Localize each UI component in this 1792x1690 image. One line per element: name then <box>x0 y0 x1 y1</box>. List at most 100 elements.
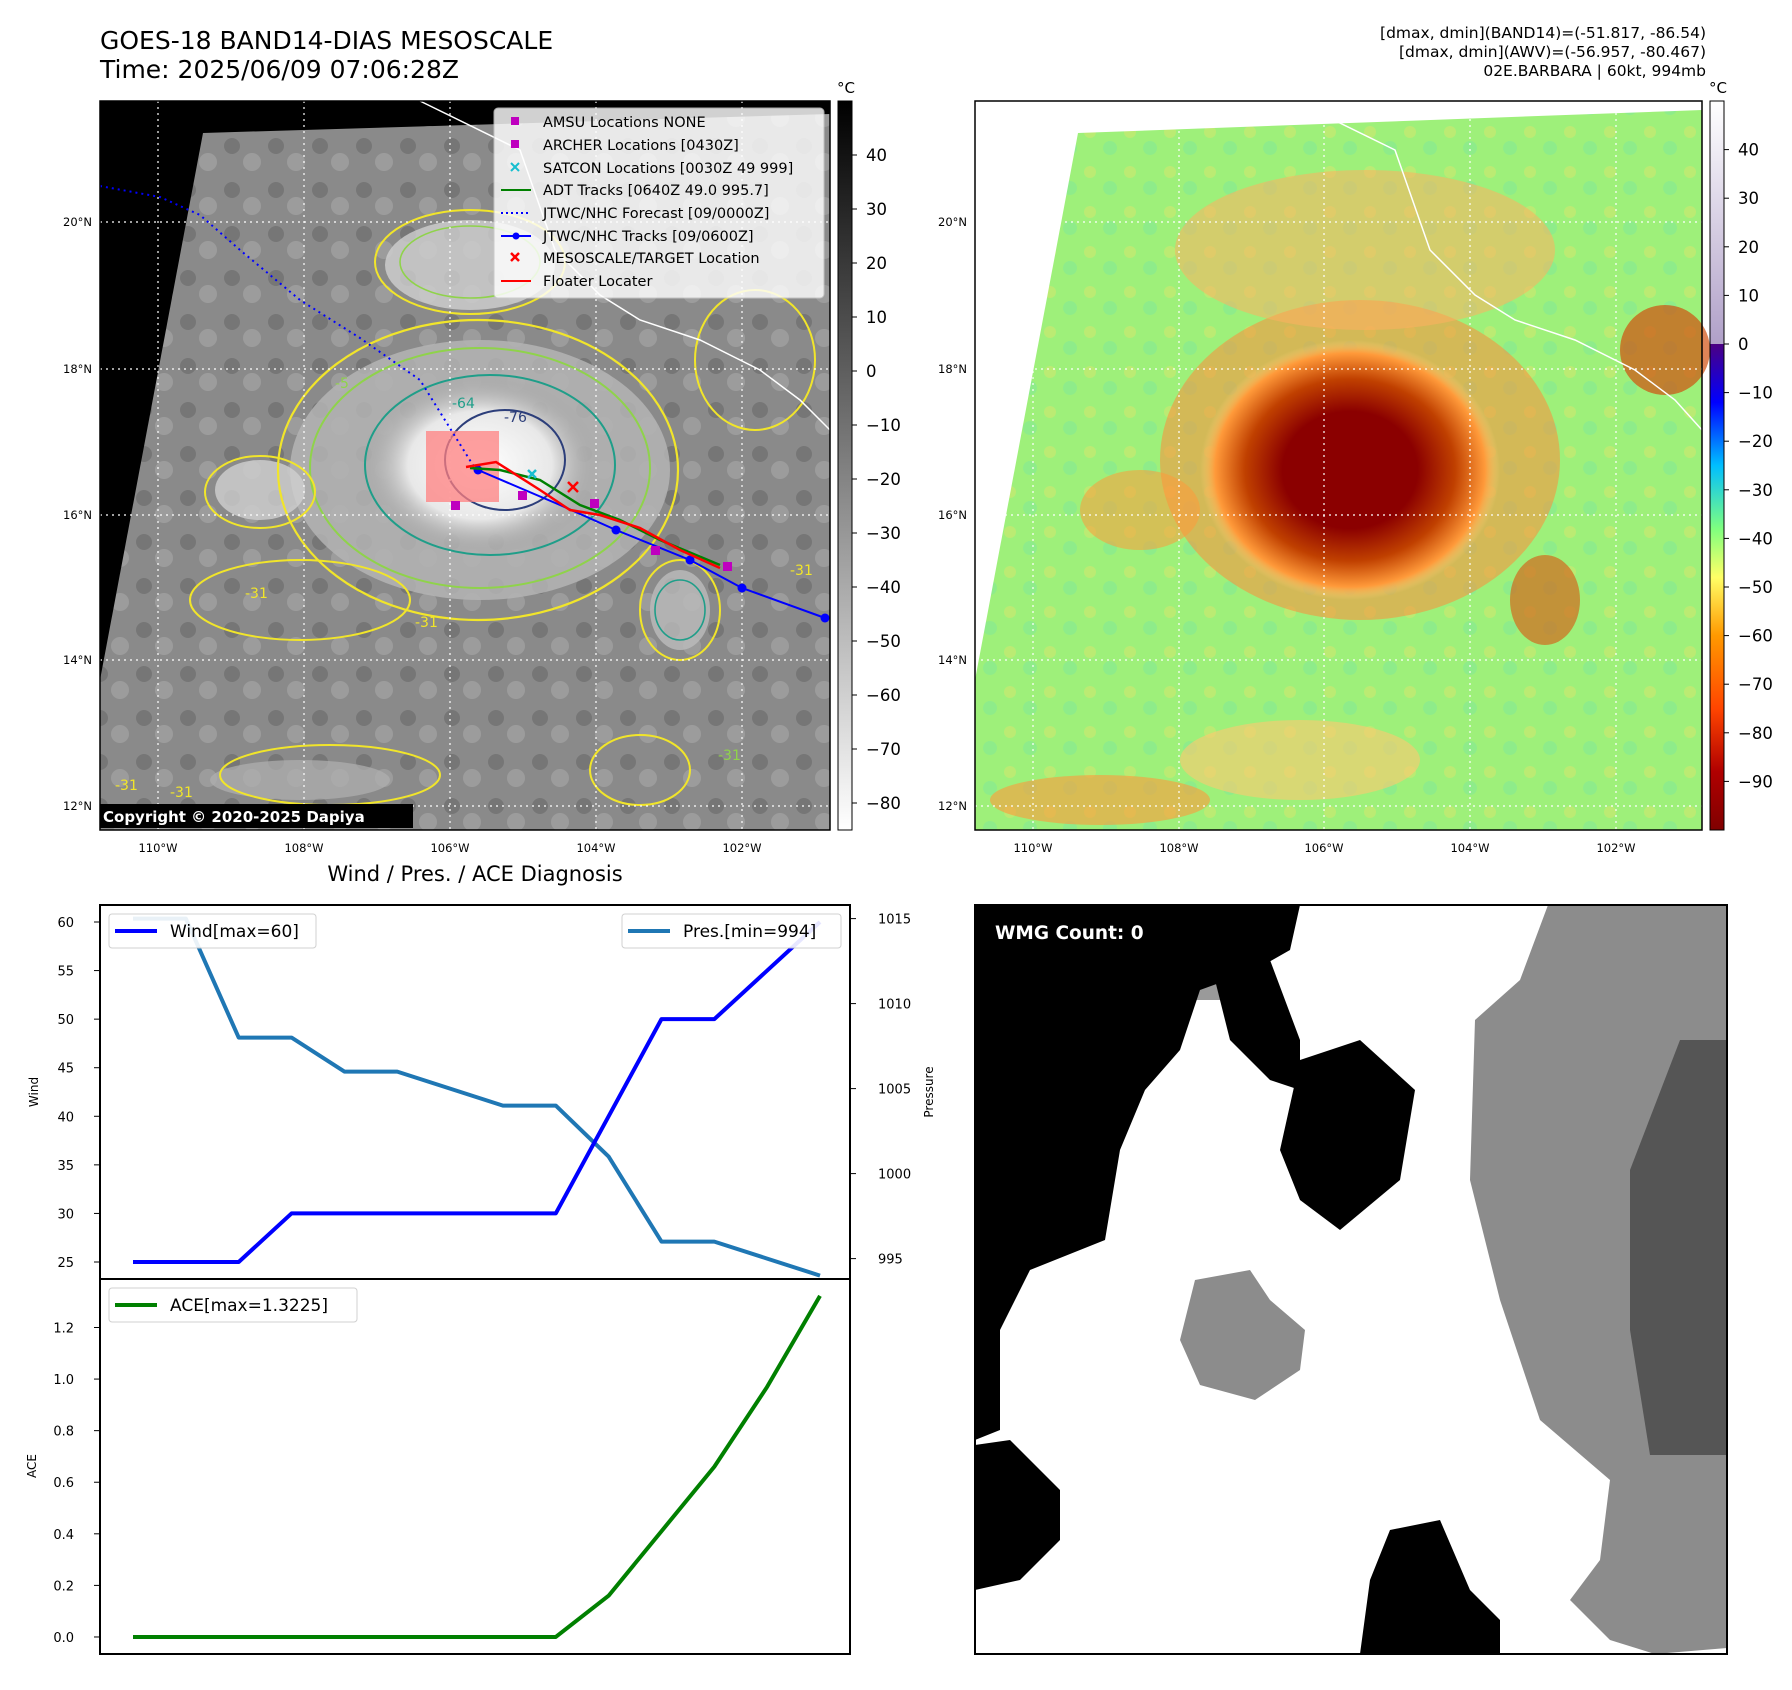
svg-text:106°W: 106°W <box>1304 841 1343 855</box>
ace-series-line <box>133 1294 822 1639</box>
title-line-2: Time: 2025/06/09 07:06:28Z <box>100 55 459 84</box>
ace-axes <box>99 1278 851 1655</box>
ir-colorbar <box>837 100 853 831</box>
wv-colorbar-upper <box>1710 101 1724 344</box>
colorbar-tick-label: −80 <box>1738 724 1773 743</box>
jtwc-track-points <box>473 465 830 623</box>
contour-31 <box>276 318 680 622</box>
axis-tick-label: 25 <box>57 1256 74 1271</box>
legend-item-forecast: JTWC/NHC Forecast [09/0000Z] <box>542 206 769 222</box>
axis-tick-label: 0.0 <box>53 1631 74 1646</box>
satcon-marker <box>527 469 537 479</box>
contour-5 <box>309 347 651 589</box>
pressure-yaxis: 995 1000 1005 1010 1015 <box>850 913 911 1268</box>
wind-series-line <box>133 920 822 1264</box>
colorbar-tick-label: −40 <box>866 578 901 597</box>
svg-text:16°N: 16°N <box>938 508 967 522</box>
legend-item-amsu: AMSU Locations NONE <box>543 115 706 131</box>
colorbar-tick-label: −60 <box>866 686 901 705</box>
ace-legend: ACE[max=1.3225] <box>108 1287 358 1323</box>
ace-yaxis: 0.0 0.2 0.4 0.6 0.8 1.0 1.2 <box>53 1321 100 1646</box>
legend-item-archer: ARCHER Locations [0430Z] <box>543 138 739 154</box>
legend-item-tracks: JTWC/NHC Tracks [09/0600Z] <box>542 229 754 245</box>
svg-text:14°N: 14°N <box>63 653 92 667</box>
colorbar-tick-label: −90 <box>1738 772 1773 791</box>
wmg-black-region-center <box>1280 1040 1415 1230</box>
wv-colorbar <box>1709 100 1725 831</box>
axis-tick-label: 0.8 <box>53 1425 74 1440</box>
svg-text:12°N: 12°N <box>938 799 967 813</box>
floater-track <box>465 460 721 570</box>
figure-title: GOES-18 BAND14-DIAS MESOSCALE Time: 2025… <box>100 26 553 84</box>
ir-map-panel: -76 -64 -31 -31 -31 -31 -31 -31 -5 <box>63 79 901 855</box>
svg-text:102°W: 102°W <box>722 841 761 855</box>
wv-colorbar-ticks: 40 30 20 10 0 −10 −20 −30 −40 −50 −60 −70 −80 −90 <box>1724 141 1773 791</box>
svg-text:108°W: 108°W <box>1159 841 1198 855</box>
wv-storm-core <box>1200 340 1500 600</box>
colorbar-tick-label: −20 <box>866 470 901 489</box>
colorbar-tick-label: 0 <box>866 362 877 381</box>
wmg-panel: WMG Count: 0 <box>974 904 1728 1655</box>
colorbar-tick-label: 20 <box>866 254 887 273</box>
wv-colorbar-lower <box>1710 344 1724 830</box>
axis-tick-label: 1000 <box>878 1168 911 1183</box>
wmg-black-region-bottom <box>1360 1520 1500 1654</box>
wmg-frame <box>974 904 1728 1655</box>
wmg-dark-region <box>1630 1040 1727 1455</box>
info-line-3: 02E.BARBARA | 60kt, 994mb <box>1483 62 1706 80</box>
pressure-legend-label: Pres.[min=994] <box>683 922 816 942</box>
contour-64 <box>364 374 616 556</box>
wv-map-frame <box>974 100 1703 831</box>
contour-label: -76 <box>504 410 527 426</box>
axis-tick-label: 1.2 <box>53 1321 74 1336</box>
wmg-count-label: WMG Count: 0 <box>995 923 1144 944</box>
colorbar-tick-label: −30 <box>1738 481 1773 500</box>
svg-text:106°W: 106°W <box>430 841 469 855</box>
wind-legend-label: Wind[max=60] <box>170 922 299 942</box>
wv-gridlines <box>975 101 1702 830</box>
axis-tick-label: 1005 <box>878 1083 911 1098</box>
mesoscale-target-marker <box>567 481 579 493</box>
wind-pressure-axes <box>99 904 851 1280</box>
colorbar-tick-label: 40 <box>1738 141 1759 160</box>
colorbar-tick-label: 10 <box>866 308 887 327</box>
axis-tick-label: 35 <box>57 1159 74 1174</box>
wv-map-panel: 20°N 18°N 16°N 14°N 12°N 110°W 108°W 106… <box>938 79 1773 855</box>
ir-map-frame <box>99 100 831 831</box>
svg-text:104°W: 104°W <box>576 841 615 855</box>
contour-label: -31 <box>245 586 268 602</box>
pressure-legend: Pres.[min=994] <box>621 913 842 949</box>
colorbar-tick-label: −60 <box>1738 627 1773 646</box>
wv-colorbar-unit: °C <box>1709 79 1727 97</box>
wv-lon-labels: 110°W 108°W 106°W 104°W 102°W <box>1013 841 1635 855</box>
contour-label: -31 <box>170 785 193 801</box>
colorbar-tick-label: −70 <box>866 740 901 759</box>
axis-tick-label: 1010 <box>878 998 911 1013</box>
copyright-box <box>100 804 413 828</box>
wmg-gray-blob <box>1180 1270 1305 1400</box>
colorbar-tick-label: 40 <box>866 146 887 165</box>
svg-text:20°N: 20°N <box>63 215 92 229</box>
wmg-count-box <box>987 916 1168 950</box>
copyright-text: Copyright © 2020-2025 Dapiya <box>103 808 365 826</box>
legend-item-target: MESOSCALE/TARGET Location <box>543 251 760 267</box>
jtwc-best-track <box>477 469 826 619</box>
axis-tick-label: 30 <box>57 1207 74 1222</box>
diagnosis-title: Wind / Pres. / ACE Diagnosis <box>327 862 623 886</box>
info-line-1: [dmax, dmin](BAND14)=(-51.817, -86.54) <box>1380 24 1706 42</box>
colorbar-tick-label: −80 <box>866 794 901 813</box>
wind-axis-label: Wind <box>27 1077 41 1107</box>
colorbar-tick-label: 10 <box>1738 286 1759 305</box>
title-line-1: GOES-18 BAND14-DIAS MESOSCALE <box>100 26 554 55</box>
colorbar-tick-label: 30 <box>866 200 887 219</box>
axis-tick-label: 0.2 <box>53 1579 74 1594</box>
wv-lat-labels: 20°N 18°N 16°N 14°N 12°N <box>938 215 967 813</box>
floater-box <box>426 431 499 502</box>
axis-tick-label: 995 <box>878 1253 903 1268</box>
svg-text:16°N: 16°N <box>63 508 92 522</box>
ir-lon-labels: 110°W 108°W 106°W 104°W 102°W <box>138 841 761 855</box>
colorbar-tick-label: −70 <box>1738 675 1773 694</box>
map-legend: AMSU Locations NONE ARCHER Locations [04… <box>493 107 825 299</box>
svg-text:20°N: 20°N <box>938 215 967 229</box>
